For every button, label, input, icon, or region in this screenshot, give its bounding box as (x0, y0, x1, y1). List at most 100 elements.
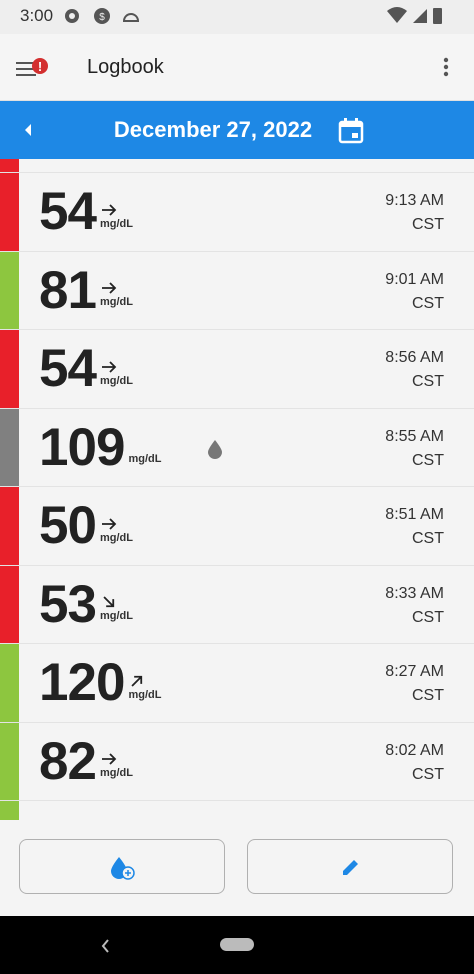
back-button[interactable] (100, 938, 112, 954)
time-column: 8:55 AM CST (385, 425, 444, 473)
unit-column: mg/dL (128, 665, 161, 701)
range-indicator (0, 722, 19, 800)
time-zone: CST (412, 765, 444, 783)
trend-arrow (101, 518, 117, 530)
glucose-value: 120 (39, 653, 125, 713)
logbook-list: 54 mg/dL 9:13 AM CST 81 mg/dL 9:01 AM CST 54 mg/d… (0, 159, 474, 820)
date-bar: December 27, 2022 (0, 101, 474, 159)
arrow-shape (131, 675, 143, 687)
arrow-path (101, 204, 117, 216)
glucose-value: 53 (39, 574, 97, 634)
unit-column: mg/dL (100, 586, 133, 622)
log-entry: 53 mg/dL 8:33 AM CST (0, 565, 474, 644)
time-zone: CST (412, 530, 444, 547)
entry-time: 8:51 AM (385, 506, 444, 523)
glucose-value: 81 (39, 260, 97, 320)
trend-arrow (101, 204, 117, 216)
entry-time: 8:56 AM (385, 349, 444, 366)
time-zone: CST (412, 687, 444, 704)
navigation-bar (0, 916, 474, 974)
log-entry: 120 mg/dL 8:27 AM CST (0, 644, 474, 723)
time-column: 9:13 AM CST (385, 189, 444, 237)
time-zone: CST (412, 608, 444, 626)
time-zone: CST (412, 216, 444, 233)
range-indicator (0, 801, 19, 820)
arrow-path (101, 361, 117, 373)
menu-button[interactable]: ! (16, 56, 52, 82)
time-column: 8:02 AM CST (385, 739, 444, 787)
trend-arrow (101, 361, 117, 373)
time-zone: CST (412, 451, 444, 469)
partial-row (0, 801, 474, 820)
glucose-value: 54 (39, 339, 97, 399)
arrow-shape (101, 753, 117, 765)
unit: mg/dL (99, 531, 133, 544)
arrow-path (103, 596, 115, 608)
unit: mg/dL (99, 610, 133, 623)
time-column: 8:51 AM CST (385, 503, 444, 551)
glucose-value: 82 (39, 731, 97, 791)
entry-time: 8:55 AM (385, 427, 444, 445)
unit-column: mg/dL (100, 351, 133, 387)
app-bar: ! Logbook (0, 34, 474, 101)
time-column: 8:27 AM CST (385, 660, 444, 708)
status-icons: $ (65, 8, 140, 24)
entry-time: 8:33 AM (385, 584, 444, 602)
previous-day[interactable] (22, 123, 34, 137)
unit: mg/dL (128, 453, 162, 466)
drop-icon (111, 857, 135, 880)
trend-arrow (101, 282, 117, 294)
svg-text:!: ! (38, 59, 42, 74)
range-indicator (0, 565, 19, 643)
time-column: 8:33 AM CST (385, 582, 444, 630)
range-indicator (0, 251, 19, 329)
glucose-value: 54 (39, 182, 97, 242)
trend-arrow (103, 596, 115, 608)
unit-column: mg/dL (100, 194, 133, 230)
add-reading-button[interactable] (19, 839, 225, 894)
range-indicator (0, 408, 19, 486)
arrow-shape (101, 282, 117, 294)
arrow-path (101, 282, 117, 294)
calendar-button[interactable] (338, 118, 364, 144)
unit: mg/dL (128, 688, 162, 701)
range-indicator (0, 173, 19, 251)
trend-arrow (128, 437, 146, 453)
unit-column: mg/dL (100, 743, 133, 779)
arrow-path (101, 518, 117, 530)
home-button[interactable] (220, 938, 254, 951)
time-column: 8:56 AM CST (385, 346, 444, 394)
log-entry: 109 mg/dL 8:55 AM CST (0, 408, 474, 487)
action-bar (0, 820, 474, 916)
arrow-shape (103, 596, 115, 608)
arrow-path (131, 675, 143, 687)
arrow-shape (101, 361, 117, 373)
unit-column: mg/dL (100, 272, 133, 308)
date: December 27, 2022 (113, 117, 313, 142)
log-entry: 54 mg/dL 9:13 AM CST (0, 173, 474, 252)
blood-drop-icon (208, 439, 222, 459)
system-icons (387, 7, 442, 24)
range-indicator (0, 644, 19, 722)
glucose-value: 109 (39, 417, 125, 477)
pencil-icon (343, 860, 358, 875)
log-entry: 54 mg/dL 8:56 AM CST (0, 330, 474, 409)
arrow-shape (101, 518, 117, 530)
unit: mg/dL (99, 767, 133, 780)
glucose-value: 50 (39, 496, 97, 556)
log-entry: 82 mg/dL 8:02 AM CST (0, 722, 474, 801)
unit: mg/dL (99, 374, 133, 387)
time-column: 9:01 AM CST (385, 268, 444, 316)
overflow-menu[interactable] (440, 56, 452, 80)
entry-time: 9:01 AM (385, 270, 444, 288)
arrow-shape (101, 204, 117, 216)
entry-time: 8:02 AM (385, 741, 444, 759)
trend-arrow (131, 675, 143, 687)
range-indicator (0, 330, 19, 408)
edit-button[interactable] (247, 839, 453, 894)
time-zone: CST (412, 373, 444, 390)
clock: 3:00 (20, 6, 54, 25)
partial-row (0, 159, 474, 173)
status-bar: 3:00 $ (0, 0, 474, 34)
